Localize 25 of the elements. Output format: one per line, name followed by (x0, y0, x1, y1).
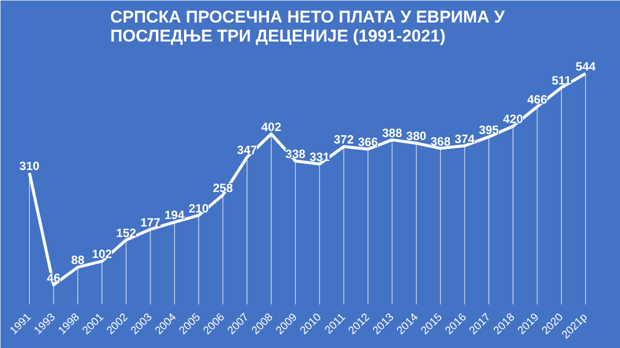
data-label: 347 (237, 143, 258, 158)
data-label: 402 (261, 120, 282, 134)
data-label: 331 (310, 150, 330, 164)
data-label: 544 (576, 60, 596, 74)
data-label: 310 (19, 158, 40, 173)
data-label: 152 (116, 226, 136, 240)
data-label: 372 (334, 132, 354, 147)
data-label: 466 (527, 92, 548, 107)
data-label: 258 (212, 180, 234, 195)
data-label: 177 (140, 215, 161, 230)
data-label: 368 (430, 134, 451, 148)
data-label: 388 (382, 126, 402, 140)
data-label: 194 (164, 208, 185, 222)
data-label: 374 (454, 132, 476, 146)
data-label: 88 (71, 253, 85, 268)
data-label: 380 (406, 129, 427, 144)
chart-title: СРПСКА ПРОСЕЧНА НЕТО ПЛАТА У ЕВРИМА У ПОСЛЕДЊЕ ТРИ ДЕЦЕНИЈЕ (1991-2021) (110, 8, 506, 46)
data-label: 511 (552, 74, 572, 88)
data-label: 46 (46, 270, 61, 285)
data-label: 395 (478, 122, 500, 137)
data-label: 420 (503, 112, 524, 126)
data-label: 210 (188, 201, 210, 216)
data-label: 102 (92, 247, 112, 262)
data-label: 366 (358, 135, 378, 150)
data-label: 338 (285, 147, 306, 162)
